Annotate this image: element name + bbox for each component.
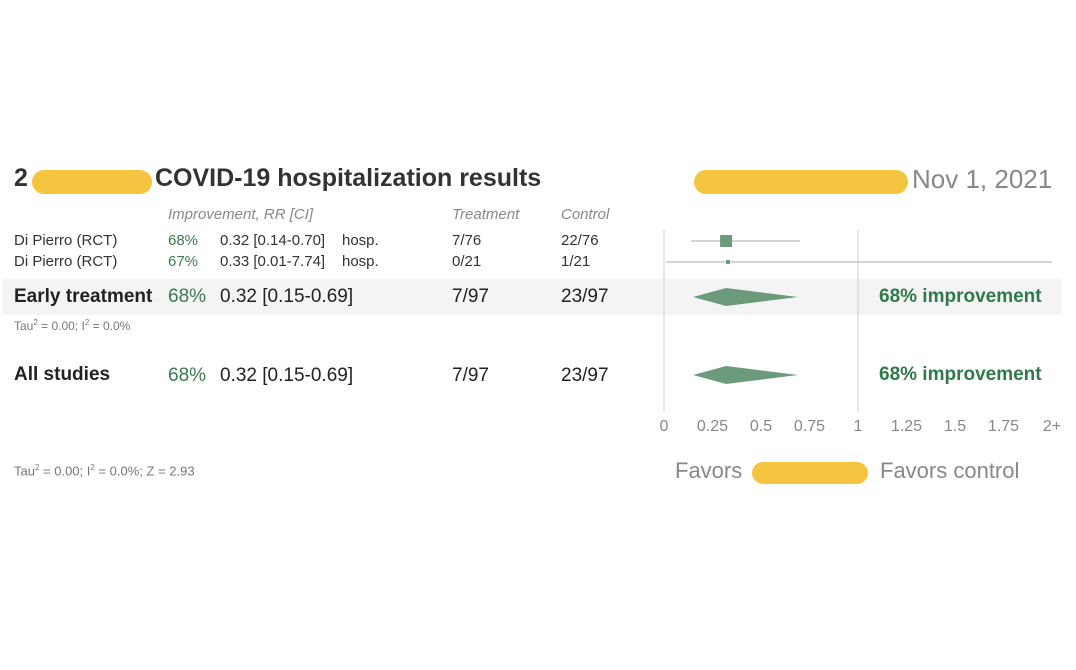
tick-label: 1 — [854, 418, 863, 435]
pooled-diamond — [693, 288, 798, 306]
date-label: Nov 1, 2021 — [912, 164, 1053, 194]
favors-treatment-label: Favors — [675, 458, 743, 483]
pooled-diamond — [693, 366, 798, 384]
title-prefix: 2 — [14, 164, 28, 192]
tick-label: 0 — [660, 418, 669, 435]
tick-label: 0.25 — [697, 418, 728, 435]
study-improvement: 67% — [168, 253, 199, 270]
all-improvement: 68% — [168, 365, 207, 386]
study-point-marker — [726, 260, 731, 264]
study-treatment: 0/21 — [452, 253, 482, 270]
study-control: 22/76 — [561, 232, 599, 249]
early-control-count: 23/97 — [561, 286, 609, 307]
tick-label: 1.75 — [988, 418, 1019, 435]
all-control-count: 23/97 — [561, 365, 609, 386]
early-treatment-count: 7/97 — [452, 286, 489, 307]
early-rr-ci: 0.32 [0.15-0.69] — [220, 286, 354, 307]
study-point-marker — [720, 235, 733, 247]
early-summary: 68% improvement — [879, 286, 1042, 307]
redaction-date-prefix — [694, 170, 908, 194]
all-treatment-count: 7/97 — [452, 365, 489, 386]
tick-label: 0.75 — [794, 418, 825, 435]
header-improvement: Improvement, RR [CI] — [168, 206, 314, 223]
tick-label: 2+ — [1043, 418, 1061, 435]
redaction-favors — [752, 462, 868, 484]
favors-control-label: Favors control — [880, 458, 1020, 483]
study-rr-ci: 0.33 [0.01-7.74] — [220, 253, 326, 270]
study-outcome: hosp. — [342, 232, 379, 249]
all-summary: 68% improvement — [879, 364, 1042, 385]
early-treatment-label: Early treatment — [14, 286, 153, 307]
all-rr-ci: 0.32 [0.15-0.69] — [220, 365, 354, 386]
study-outcome: hosp. — [342, 253, 379, 270]
page-title: COVID-19 hospitalization results — [155, 164, 542, 192]
study-control: 1/21 — [561, 253, 591, 270]
study-name: Di Pierro (RCT) — [14, 232, 118, 249]
tick-label: 1.5 — [944, 418, 966, 435]
header-treatment: Treatment — [452, 206, 520, 223]
study-name: Di Pierro (RCT) — [14, 253, 118, 270]
early-heterogeneity: Tau2 = 0.00; I2 = 0.0% — [14, 318, 131, 333]
tick-label: 1.25 — [891, 418, 922, 435]
all-studies-label: All studies — [14, 364, 111, 385]
study-rr-ci: 0.32 [0.14-0.70] — [220, 232, 326, 249]
early-improvement: 68% — [168, 286, 207, 307]
early-treatment-band — [3, 279, 1061, 315]
study-improvement: 68% — [168, 232, 199, 249]
all-heterogeneity: Tau2 = 0.00; I2 = 0.0%; Z = 2.93 — [14, 463, 195, 479]
header-control: Control — [561, 206, 610, 223]
tick-label: 0.5 — [750, 418, 772, 435]
redaction-title — [32, 170, 152, 194]
study-treatment: 7/76 — [452, 232, 482, 249]
